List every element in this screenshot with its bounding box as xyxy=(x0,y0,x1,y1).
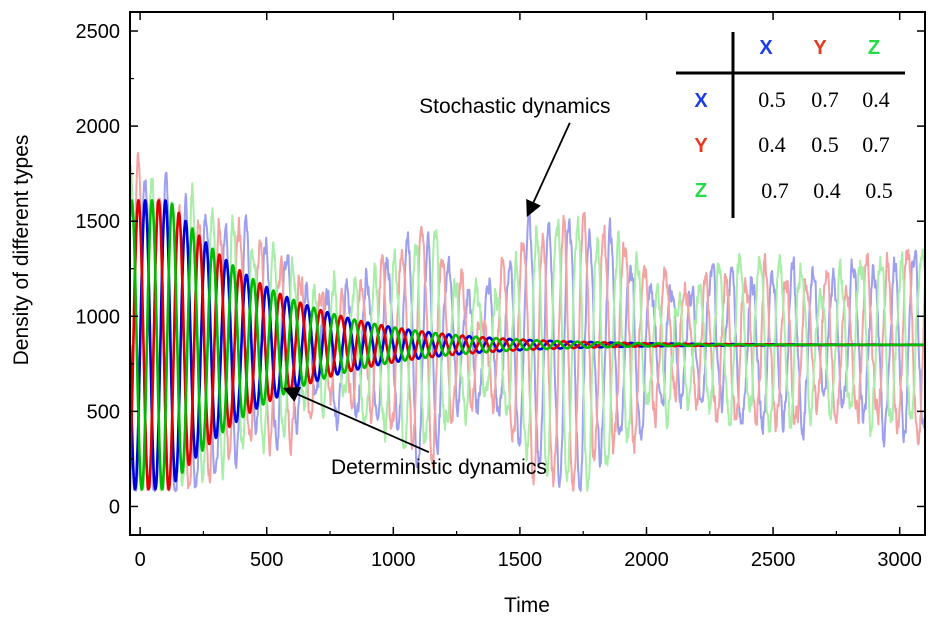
table-cell: 0.5 xyxy=(811,132,839,157)
table-cell: 0.4 xyxy=(862,87,890,112)
annotation-deterministic-arrow xyxy=(282,387,430,453)
y-tick-label: 500 xyxy=(87,401,120,423)
deterministic-series-group xyxy=(130,199,925,491)
y-tick-label: 1000 xyxy=(76,306,121,328)
y-tick-label: 1500 xyxy=(76,211,121,233)
y-tick-label: 2000 xyxy=(76,116,121,138)
table-cell: 0.7 xyxy=(862,132,890,157)
annotation-deterministic: Deterministic dynamics xyxy=(331,456,547,479)
x-tick-label: 2000 xyxy=(624,549,669,571)
y-tick-label: 0 xyxy=(109,496,120,518)
y-axis-title: Density of different types xyxy=(10,135,33,366)
table-cell: 0.7 xyxy=(761,178,789,203)
x-tick-label: 1500 xyxy=(498,549,543,571)
table-col-header-z: Z xyxy=(868,37,880,59)
y-tick-label: 2500 xyxy=(76,21,121,43)
x-tick-label: 0 xyxy=(135,549,146,571)
table-col-header-x: X xyxy=(759,37,773,59)
table-cell: 0.5 xyxy=(865,178,893,203)
plot-frame xyxy=(129,11,926,536)
x-tick-label: 1000 xyxy=(371,549,416,571)
table-cell: 0.5 xyxy=(758,87,786,112)
annotation-stochastic-arrow xyxy=(526,122,571,217)
table-row-header-y: Y xyxy=(694,135,708,157)
x-tick-label: 3000 xyxy=(877,549,922,571)
axis-ticks xyxy=(130,12,925,535)
table-row-header-x: X xyxy=(694,90,708,112)
series-line-deterministic-z xyxy=(130,199,925,491)
tick-labels: 0 500 1000 1500 2000 2500 3000 0 500 1000 1500 2000… xyxy=(76,21,922,571)
annotations: Stochastic dynamics Deterministic dynami… xyxy=(282,95,611,479)
annotation-stochastic: Stochastic dynamics xyxy=(419,95,610,118)
table-cell: 0.4 xyxy=(813,178,841,203)
series-line-stochastic-z xyxy=(130,164,925,492)
table-row-header-z: Z xyxy=(695,180,707,202)
table-cell: 0.7 xyxy=(811,87,839,112)
x-tick-label: 2500 xyxy=(751,549,796,571)
x-axis-title: Time xyxy=(504,594,550,617)
x-tick-label: 500 xyxy=(250,549,283,571)
table-col-header-y: Y xyxy=(813,37,827,59)
table-cell: 0.4 xyxy=(758,132,786,157)
payoff-table: X Y Z X Y Z 0.5 0.7 0.4 0.4 0.5 0.7 0.7 … xyxy=(676,32,905,218)
